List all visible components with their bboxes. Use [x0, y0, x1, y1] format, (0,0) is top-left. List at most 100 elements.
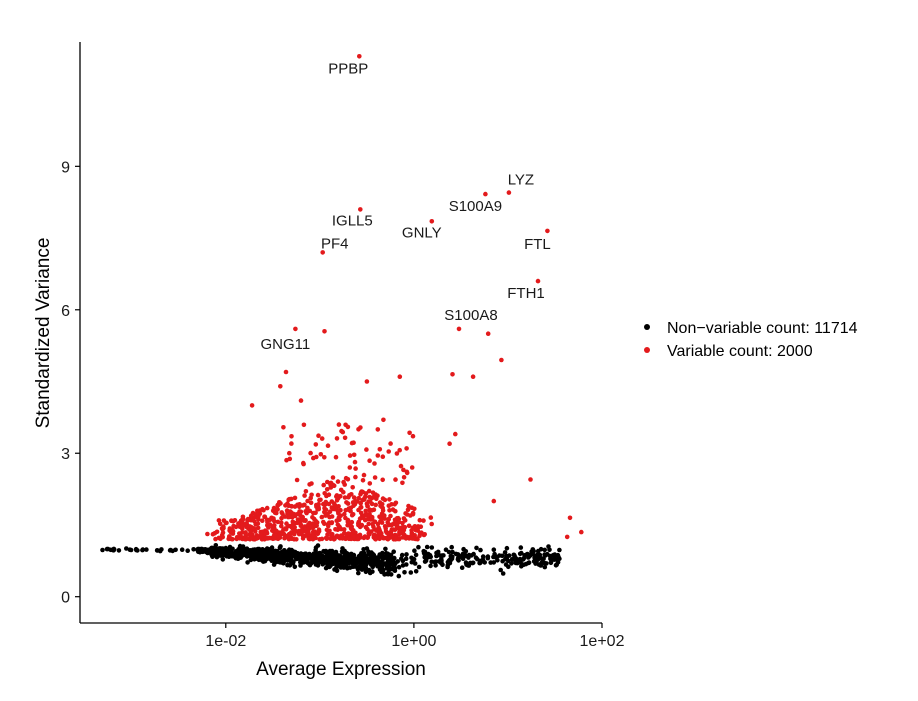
legend-label-non-variable: Non−variable count: 11714 — [667, 320, 858, 337]
non-variable-point — [518, 545, 524, 550]
non-variable-point — [269, 554, 275, 559]
non-variable-point — [383, 546, 388, 552]
non-variable-point — [124, 546, 129, 551]
non-variable-point — [474, 545, 479, 551]
variable-point — [254, 508, 260, 514]
variable-point — [407, 430, 412, 436]
non-variable-point — [485, 554, 491, 559]
non-variable-point — [374, 560, 380, 566]
variable-point — [329, 520, 335, 525]
variable-point — [410, 536, 415, 541]
variable-point — [318, 452, 324, 457]
non-variable-point — [245, 560, 250, 565]
non-variable-point — [292, 550, 298, 556]
non-variable-point — [271, 562, 277, 567]
non-variable-point — [519, 550, 524, 556]
variable-point — [279, 515, 284, 521]
variable-point — [324, 535, 330, 540]
non-variable-point — [381, 567, 386, 573]
variable-point — [295, 502, 301, 508]
variable-point — [385, 535, 391, 540]
non-variable-point — [519, 564, 524, 569]
non-variable-point — [363, 565, 369, 570]
non-variable-point — [399, 552, 405, 558]
legend-marker-variable — [644, 347, 650, 353]
variable-point — [347, 453, 353, 458]
variable-point — [305, 505, 310, 511]
variable-point — [397, 447, 403, 453]
variable-point — [315, 492, 321, 498]
non-variable-point — [277, 553, 282, 558]
variable-point — [265, 519, 270, 525]
non-variable-point — [323, 548, 329, 554]
variable-point — [379, 520, 385, 525]
non-variable-point — [556, 554, 561, 560]
variable-point — [311, 455, 316, 461]
variable-point — [372, 494, 378, 500]
variable-point — [356, 495, 362, 501]
variable-point — [337, 524, 342, 529]
variable-point — [230, 536, 235, 542]
highlighted-point — [506, 190, 512, 195]
variable-point — [264, 529, 269, 535]
variable-point — [301, 422, 307, 428]
non-variable-point — [140, 547, 146, 552]
non-variable-point — [292, 564, 298, 570]
variable-point — [257, 534, 263, 540]
variable-point — [335, 509, 341, 514]
variable-point — [400, 535, 406, 540]
variable-point — [304, 510, 309, 515]
non-variable-point — [256, 546, 262, 552]
variable-point — [386, 530, 391, 536]
non-variable-point — [495, 558, 500, 563]
non-variable-point — [381, 555, 387, 561]
non-variable-point — [428, 563, 433, 569]
non-variable-point — [128, 547, 134, 553]
variable-point — [249, 403, 255, 408]
non-variable-point — [416, 564, 422, 570]
variable-point — [380, 508, 386, 513]
non-variable-point — [396, 573, 402, 579]
variable-point — [238, 534, 244, 539]
non-variable-point — [290, 561, 296, 566]
non-variable-point — [104, 546, 110, 552]
variable-point — [376, 525, 381, 531]
variable-point — [328, 536, 334, 542]
non-variable-point — [339, 561, 345, 567]
legend: Non−variable count: 11714 Variable count… — [644, 320, 858, 360]
variable-point — [324, 513, 330, 518]
variable-point — [365, 513, 370, 518]
y-tick-label: 6 — [61, 303, 70, 320]
variable-point — [292, 495, 298, 501]
legend-marker-non-variable — [644, 324, 650, 330]
variable-point — [260, 518, 265, 523]
variable-point — [342, 435, 348, 441]
variable-point — [391, 527, 396, 532]
variable-point — [217, 521, 223, 527]
variable-point — [321, 482, 327, 488]
non-variable-point — [116, 548, 122, 553]
non-variable-point — [357, 563, 363, 569]
variable-point — [404, 470, 410, 476]
variable-point — [383, 526, 389, 531]
variable-point — [392, 502, 398, 507]
variable-point — [289, 441, 294, 446]
variable-point — [205, 531, 210, 537]
non-variable-point — [456, 553, 462, 559]
variable-point — [394, 516, 400, 521]
variable-point — [414, 536, 420, 541]
y-tick-label: 0 — [61, 590, 70, 607]
non-variable-point — [400, 563, 406, 568]
non-variable-point — [287, 547, 292, 552]
variable-point — [245, 536, 251, 541]
variable-point — [386, 449, 392, 454]
variable-point — [295, 520, 300, 526]
variable-point — [329, 514, 335, 519]
non-variable-point — [239, 551, 244, 557]
variable-point — [363, 491, 369, 496]
non-variable-point — [413, 552, 419, 558]
variable-point — [410, 510, 416, 516]
gene-label-s100a8: S100A8 — [444, 307, 497, 324]
variable-point — [325, 443, 331, 449]
variable-point — [314, 523, 319, 528]
